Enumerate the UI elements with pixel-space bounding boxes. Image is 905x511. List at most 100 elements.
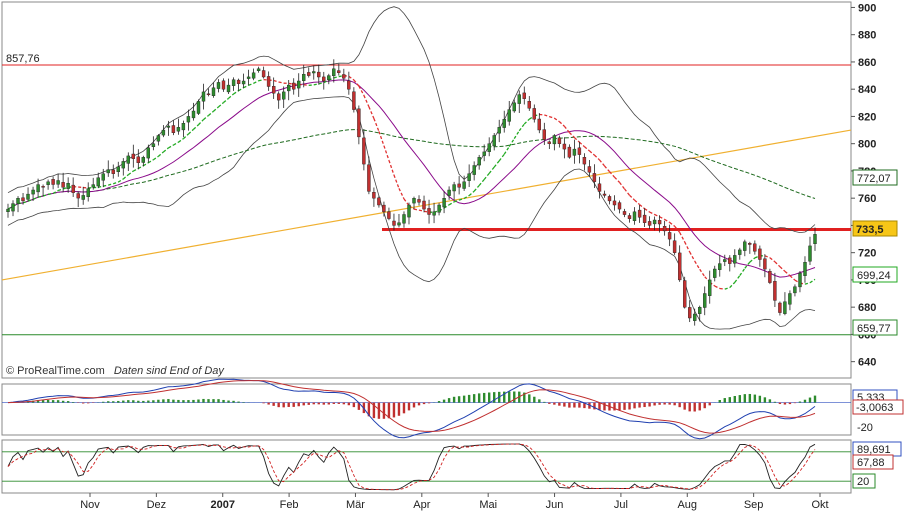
- ma-trend-segment: [243, 84, 249, 89]
- ma-trend-segment: [614, 176, 620, 183]
- candle-body: [151, 143, 156, 147]
- candle-body: [723, 259, 727, 262]
- x-tick-label: Apr: [413, 499, 430, 511]
- candle-body: [352, 91, 356, 110]
- stochastic-layer: [2, 443, 851, 491]
- macd-line: [7, 378, 816, 440]
- ma-trend-segment: [37, 195, 44, 198]
- ma-trend-segment: [714, 285, 721, 290]
- ma-trend-segment: [393, 174, 400, 189]
- candle-body: [602, 193, 607, 196]
- ma-trend-segment: [373, 118, 380, 132]
- ma-trend-segment: [113, 181, 119, 185]
- ma-trend-segment: [669, 221, 676, 227]
- ma-trend-segment: [378, 131, 385, 146]
- ma-trend-segment: [383, 145, 390, 161]
- candle-body: [46, 181, 50, 185]
- macd-layer: [2, 378, 851, 440]
- x-tick-label: Sep: [744, 499, 764, 511]
- candle-body: [362, 137, 366, 165]
- ma-trend-segment: [7, 205, 14, 210]
- candle-body: [457, 183, 461, 188]
- candle-body: [527, 100, 531, 109]
- candle-body: [557, 137, 562, 144]
- candle-body: [642, 214, 647, 223]
- candle-body: [788, 293, 792, 305]
- ma-trend-segment: [448, 201, 455, 206]
- candle-body: [357, 108, 361, 138]
- ma-long-value: 772,07: [857, 173, 891, 185]
- source-credit-text: © ProRealTime.com: [6, 365, 105, 377]
- ma-trend-segment: [193, 124, 199, 130]
- candle-body: [542, 129, 546, 140]
- candle-body: [657, 220, 662, 225]
- candle-body: [652, 219, 657, 225]
- ma-trend-segment: [789, 275, 796, 281]
- ma-trend-segment: [664, 218, 670, 223]
- candle-body: [672, 240, 677, 253]
- candle-body: [733, 255, 737, 264]
- candle-body: [743, 241, 747, 251]
- candle-body: [748, 242, 752, 245]
- macd-tick-minus20: -20: [857, 422, 873, 434]
- candle-body: [482, 151, 486, 156]
- ma-trend-segment: [463, 195, 470, 200]
- ma-trend-segment: [493, 160, 500, 168]
- stoch-d-value: 67,88: [857, 457, 885, 469]
- candle-body: [738, 249, 742, 255]
- x-tick-label: Jul: [614, 499, 628, 511]
- y-tick-label: 800: [858, 139, 876, 151]
- ma-trend-segment: [203, 114, 209, 121]
- ma-trend-segment: [127, 170, 134, 176]
- candle-body: [552, 135, 557, 145]
- candle-body: [597, 183, 602, 192]
- ma-trend-segment: [603, 165, 610, 173]
- ma-trend-segment: [618, 181, 626, 190]
- candle-body: [337, 70, 341, 73]
- main-price-layer: [1, 6, 852, 336]
- ma-trend-segment: [563, 125, 570, 133]
- candle-body: [136, 156, 141, 163]
- main-panel-frame: [1, 1, 852, 379]
- ma-trend-segment: [278, 81, 284, 84]
- ma-trend-segment: [553, 117, 560, 123]
- candle-body: [312, 71, 316, 74]
- candle-body: [592, 173, 597, 182]
- ma-trend-segment: [47, 192, 54, 196]
- ma-trend-segment: [498, 153, 505, 162]
- candle-body: [688, 307, 692, 319]
- current-price-badge: [852, 220, 898, 237]
- candle-body: [763, 258, 767, 270]
- ma-trend-segment: [333, 76, 339, 79]
- ma-trend-segment: [122, 174, 129, 180]
- ma-trend-segment: [634, 199, 640, 206]
- candle-body: [387, 211, 391, 219]
- candle-body: [191, 110, 196, 119]
- candle-body: [472, 165, 476, 175]
- candle-body: [718, 263, 722, 270]
- candle-body: [367, 164, 371, 192]
- ma-trend-segment: [809, 278, 816, 284]
- candle-body: [612, 200, 617, 206]
- ma-trend-segment: [368, 106, 375, 119]
- candle-body: [617, 202, 622, 210]
- ma-trend-segment: [338, 74, 344, 78]
- candle-body: [292, 82, 296, 90]
- bb-middle-value: 699,24: [857, 270, 891, 282]
- ma-trend-segment: [518, 123, 525, 132]
- ma-trend-segment: [78, 186, 84, 189]
- ma-trend-segment: [238, 87, 244, 92]
- candle-body: [342, 74, 346, 79]
- candle-body: [377, 197, 381, 206]
- ma-trend-segment: [609, 171, 615, 178]
- ma-trend-segment: [764, 255, 771, 259]
- candle-body: [206, 93, 211, 96]
- y-tick-label: 840: [858, 84, 876, 96]
- ma-trend-segment: [719, 287, 725, 290]
- ma-trend-segment: [528, 115, 535, 120]
- x-tick-label: Aug: [677, 499, 697, 511]
- ma-trend-segment: [584, 146, 590, 152]
- stoch-lower-value: 20: [857, 476, 869, 488]
- ma-trend-segment: [598, 159, 605, 167]
- candle-body: [51, 179, 55, 185]
